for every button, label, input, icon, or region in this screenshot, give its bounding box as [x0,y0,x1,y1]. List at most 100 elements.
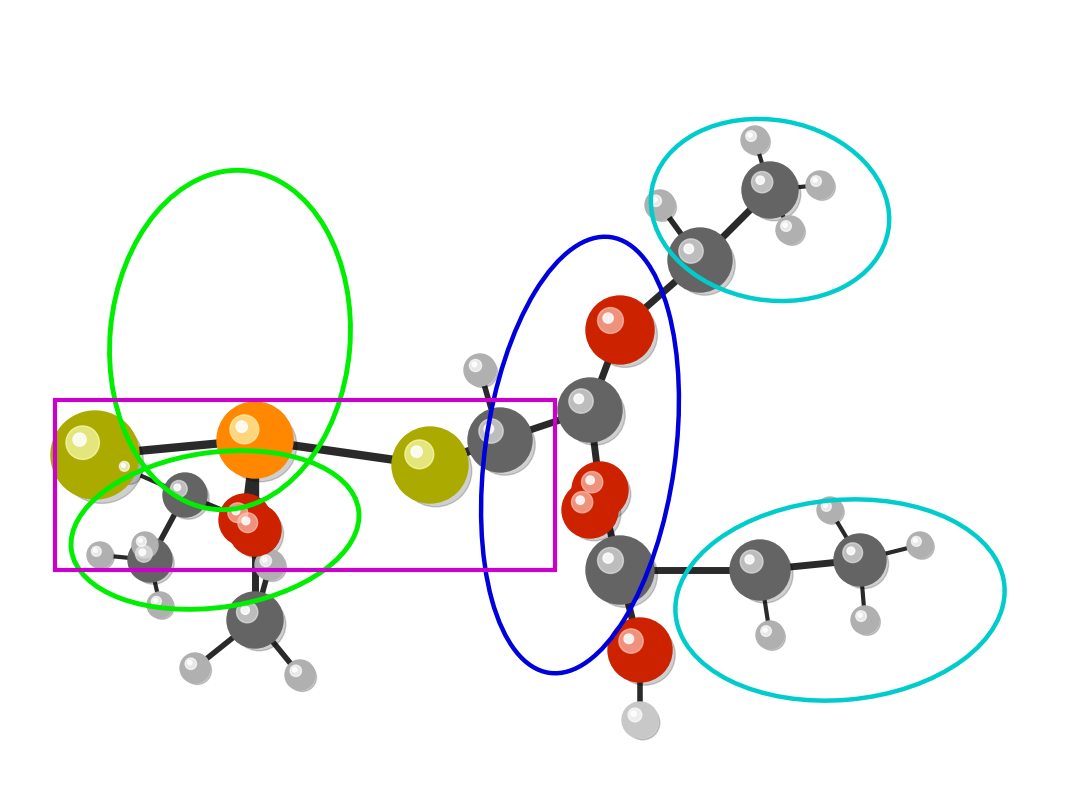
Circle shape [756,176,765,184]
Circle shape [821,501,831,512]
Circle shape [625,634,633,644]
Circle shape [66,426,99,459]
Circle shape [228,504,281,556]
Circle shape [752,171,772,193]
Circle shape [558,378,622,442]
Circle shape [593,303,657,367]
Circle shape [783,223,788,227]
Circle shape [653,198,657,202]
Circle shape [219,494,271,546]
Circle shape [87,542,113,568]
Circle shape [138,539,143,543]
Circle shape [749,133,752,137]
Circle shape [238,512,258,532]
Circle shape [468,408,532,472]
Circle shape [744,129,770,155]
Circle shape [73,433,86,446]
Circle shape [285,660,316,690]
Circle shape [224,410,297,482]
Circle shape [914,539,917,543]
Circle shape [122,464,125,467]
Circle shape [615,624,676,685]
Circle shape [227,503,248,523]
Circle shape [763,628,767,632]
Circle shape [843,543,863,563]
Circle shape [651,195,662,206]
Circle shape [51,411,139,499]
Circle shape [232,507,239,515]
Circle shape [569,389,593,413]
Circle shape [626,705,659,740]
Circle shape [183,656,211,685]
Circle shape [668,228,732,292]
Circle shape [806,171,834,199]
Circle shape [576,496,584,505]
Circle shape [153,599,158,603]
Circle shape [574,394,583,403]
Circle shape [846,547,855,555]
Circle shape [839,540,889,589]
Circle shape [910,535,935,559]
Circle shape [171,481,187,497]
Circle shape [258,553,286,582]
Circle shape [858,613,862,617]
Circle shape [89,544,114,569]
Circle shape [619,629,643,654]
Circle shape [187,661,191,665]
Circle shape [168,477,209,519]
Circle shape [120,461,129,471]
Circle shape [740,550,763,573]
Circle shape [227,592,283,648]
Circle shape [151,596,161,607]
Circle shape [571,492,593,512]
Circle shape [463,354,496,386]
Circle shape [91,547,101,556]
Circle shape [230,415,259,444]
Circle shape [808,174,836,200]
Circle shape [236,602,258,622]
Circle shape [776,216,804,244]
Bar [55,400,555,570]
Circle shape [851,606,879,634]
Circle shape [735,546,793,603]
Circle shape [236,421,247,433]
Circle shape [854,609,880,635]
Circle shape [907,532,934,558]
Circle shape [163,473,207,517]
Circle shape [60,420,144,504]
Circle shape [262,557,267,562]
Circle shape [94,548,98,552]
Circle shape [684,244,694,253]
Circle shape [136,536,146,546]
Circle shape [118,460,143,485]
Circle shape [217,402,293,478]
Circle shape [467,357,497,387]
Circle shape [180,653,210,683]
Circle shape [597,308,623,333]
Circle shape [745,555,754,564]
Circle shape [572,462,628,518]
Circle shape [411,446,422,457]
Circle shape [174,484,181,491]
Circle shape [479,419,503,443]
Circle shape [819,500,844,524]
Circle shape [741,126,769,154]
Circle shape [645,190,675,220]
Circle shape [115,457,141,483]
Circle shape [811,176,821,186]
Circle shape [234,509,284,559]
Circle shape [586,536,654,604]
Circle shape [756,621,784,649]
Circle shape [912,536,922,546]
Circle shape [817,497,843,523]
Circle shape [255,550,285,580]
Circle shape [758,624,786,650]
Circle shape [593,543,657,607]
Circle shape [608,618,672,682]
Circle shape [136,545,152,562]
Circle shape [133,543,174,584]
Circle shape [586,296,654,364]
Circle shape [679,239,703,263]
Circle shape [147,592,173,618]
Circle shape [586,476,594,485]
